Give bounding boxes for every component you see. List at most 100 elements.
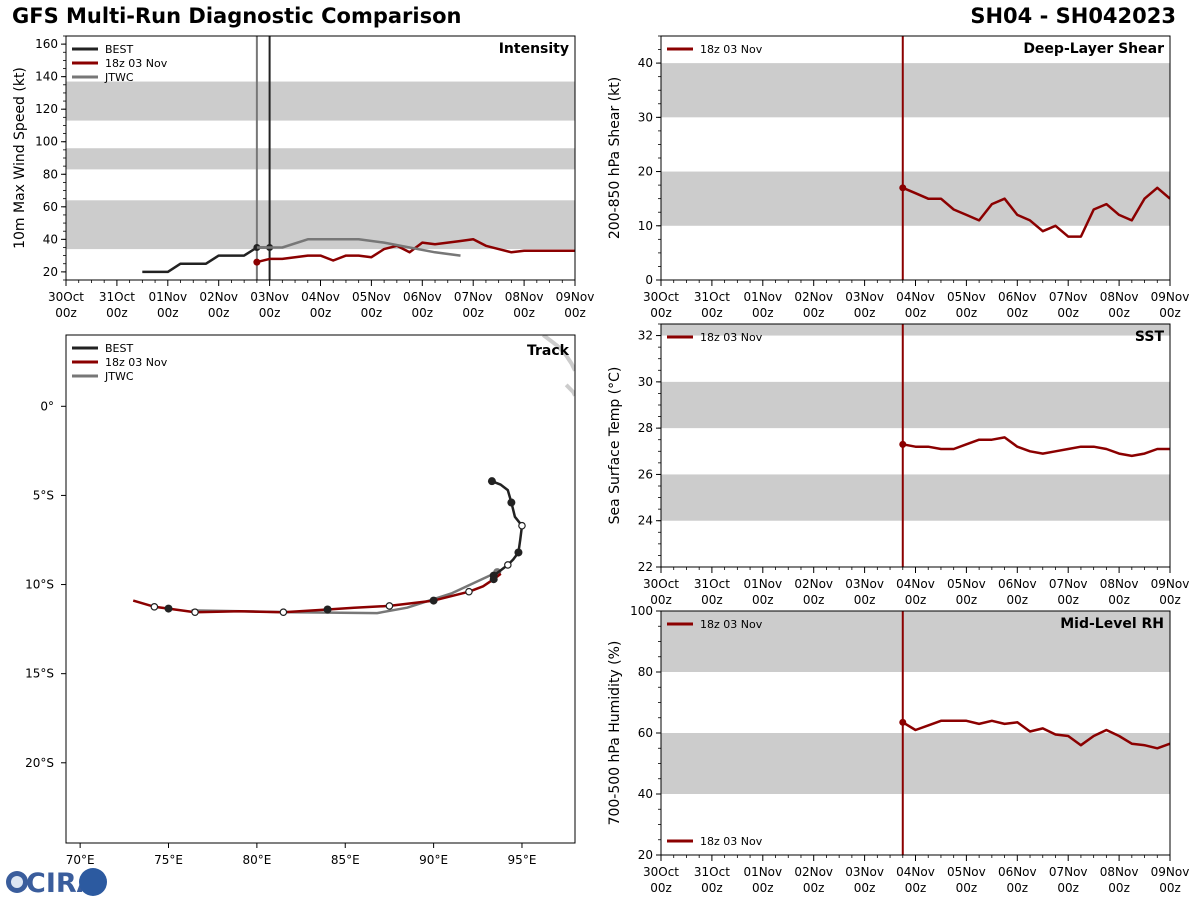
satellite-emblem-icon [79, 868, 107, 896]
y-tick-label: 26 [638, 467, 653, 481]
y-tick-label: 40 [638, 56, 653, 70]
x-tick-label: 30Oct [48, 290, 84, 304]
x-tick-hour-label: 00z [310, 306, 332, 320]
x-tick-hour-label: 00z [1007, 306, 1029, 320]
y-tick-label: 80 [43, 167, 58, 181]
y-tick-label: 60 [43, 200, 58, 214]
x-tick-hour-label: 00z [650, 306, 672, 320]
x-tick-label: 03Nov [250, 290, 289, 304]
threshold-band [661, 63, 1170, 118]
x-tick-hour-label: 00z [803, 593, 825, 607]
x-tick-label: 02Nov [794, 577, 833, 591]
lon-tick-label: 95°E [508, 853, 537, 867]
legend-label: 18z 03 Nov [700, 835, 763, 848]
track-position-filled [164, 604, 173, 613]
x-tick-label: 30Oct [643, 577, 679, 591]
series-point [253, 243, 261, 251]
x-tick-hour-label: 00z [905, 306, 927, 320]
x-tick-label: 08Nov [1100, 290, 1139, 304]
track-line-18z-03-nov [132, 572, 502, 614]
x-tick-label: 09Nov [556, 290, 595, 304]
x-tick-hour-label: 00z [1057, 306, 1079, 320]
legend-label: 18z 03 Nov [105, 57, 168, 70]
x-tick-hour-label: 00z [462, 306, 484, 320]
track-position-open [518, 521, 526, 530]
legend-label: JTWC [104, 71, 134, 84]
y-tick-label: 32 [638, 329, 653, 343]
plot-area [661, 611, 1170, 855]
x-tick-label: 02Nov [794, 865, 833, 879]
x-tick-label: 31Oct [694, 865, 730, 879]
legend-label: 18z 03 Nov [700, 331, 763, 344]
legend-label: BEST [105, 342, 133, 355]
series-line-best [142, 246, 270, 274]
track-position-filled [489, 571, 498, 580]
storm-id-label: SH04 - SH042023 [970, 4, 1176, 28]
threshold-band [66, 148, 575, 170]
x-tick-label: 02Nov [794, 290, 833, 304]
x-tick-label: 03Nov [845, 290, 884, 304]
x-tick-hour-label: 00z [752, 306, 774, 320]
track-position-filled [429, 596, 438, 605]
y-axis-label: Sea Surface Temp (°C) [607, 367, 623, 525]
y-axis-label: 700-500 hPa Humidity (%) [607, 641, 623, 826]
y-axis-label: 10m Max Wind Speed (kt) [12, 67, 28, 249]
x-tick-label: 31Oct [694, 577, 730, 591]
x-tick-label: 01Nov [148, 290, 187, 304]
lat-tick-label: 20°S [25, 756, 54, 770]
series-line-jtwc [256, 238, 461, 257]
legend-label: 18z 03 Nov [105, 356, 168, 369]
plot-area [661, 324, 1170, 567]
x-tick-label: 01Nov [743, 290, 782, 304]
x-tick-label: 05Nov [947, 577, 986, 591]
x-tick-hour-label: 00z [55, 306, 77, 320]
cira-logo: CIRA [6, 868, 107, 898]
x-tick-label: 01Nov [743, 577, 782, 591]
x-tick-hour-label: 00z [905, 593, 927, 607]
x-tick-hour-label: 00z [752, 593, 774, 607]
y-axis-label: 200-850 hPa Shear (kt) [607, 77, 623, 239]
y-tick-label: 20 [43, 265, 58, 279]
y-tick-label: 60 [638, 726, 653, 740]
x-tick-hour-label: 00z [701, 593, 723, 607]
x-tick-label: 30Oct [643, 865, 679, 879]
x-tick-hour-label: 00z [1159, 593, 1181, 607]
x-tick-hour-label: 00z [1007, 593, 1029, 607]
threshold-band [661, 474, 1170, 521]
figure-title: GFS Multi-Run Diagnostic Comparison [12, 4, 462, 28]
x-tick-label: 06Nov [998, 577, 1037, 591]
x-tick-label: 04Nov [896, 577, 935, 591]
y-tick-label: 10 [638, 219, 653, 233]
land-outline [541, 335, 575, 372]
x-tick-label: 09Nov [1151, 290, 1190, 304]
y-tick-label: 28 [638, 421, 653, 435]
x-tick-hour-label: 00z [854, 593, 876, 607]
panel-title: SST [1135, 329, 1165, 345]
x-tick-label: 05Nov [947, 865, 986, 879]
series-point [253, 258, 261, 266]
x-tick-hour-label: 00z [854, 306, 876, 320]
x-tick-hour-label: 00z [956, 881, 978, 895]
x-tick-label: 08Nov [505, 290, 544, 304]
x-tick-hour-label: 00z [956, 593, 978, 607]
y-tick-label: 22 [638, 560, 653, 574]
x-tick-label: 08Nov [1100, 865, 1139, 879]
x-tick-label: 04Nov [896, 865, 935, 879]
y-tick-label: 24 [638, 514, 653, 528]
plot-area [661, 36, 1170, 280]
land-outline [564, 383, 575, 397]
panel-shear: 0 10 20 30 40 30Oct 00z 31Oct 00z 01Nov 00z 02Nov 00… [607, 35, 1190, 320]
panel-track: 70°E 75°E 80°E 85°E 90°E 95°E 0° 5°S 10°S 15°S 20°… [25, 334, 576, 867]
lon-tick-label: 75°E [154, 853, 183, 867]
x-tick-hour-label: 00z [208, 306, 230, 320]
x-tick-label: 05Nov [947, 290, 986, 304]
panel-sst: 22 24 26 28 30 32 30Oct 00z 31Oct 00z 01Nov 00z 02No… [607, 323, 1189, 607]
x-tick-hour-label: 00z [1159, 881, 1181, 895]
lat-tick-label: 15°S [25, 667, 54, 681]
map-frame [65, 334, 576, 844]
x-tick-label: 30Oct [643, 290, 679, 304]
x-tick-label: 05Nov [352, 290, 391, 304]
y-tick-label: 40 [43, 232, 58, 246]
panel-title: Deep-Layer Shear [1023, 41, 1164, 57]
y-tick-label: 0 [645, 273, 653, 287]
